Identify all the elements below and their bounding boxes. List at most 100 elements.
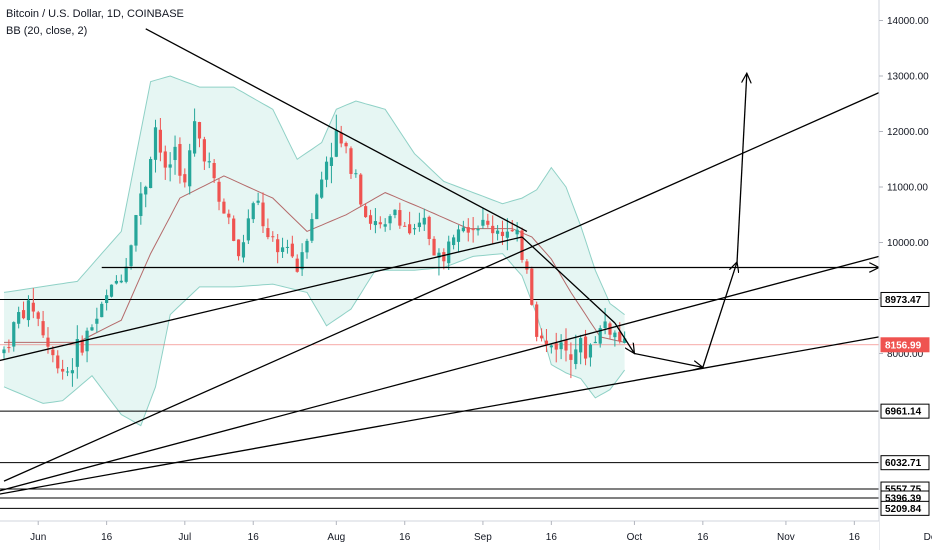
candle-body [12, 322, 16, 347]
candle-body [559, 342, 563, 350]
candle-body [535, 304, 539, 337]
candle-body [285, 246, 290, 248]
candle-body [432, 238, 436, 256]
candle-body [95, 318, 99, 324]
price-label-text: 8973.47 [885, 295, 922, 306]
candle-body [574, 349, 578, 365]
price-label-text: 5557.75 [885, 485, 922, 496]
candle-body [236, 239, 241, 257]
candle-body [486, 220, 490, 225]
candle-body [520, 230, 524, 260]
candle-body [442, 252, 446, 262]
candle-body [202, 139, 206, 162]
candle-body [80, 340, 84, 353]
candle-body [383, 224, 387, 227]
candle-body [261, 202, 265, 227]
candle-body [554, 343, 558, 350]
candle-body [26, 300, 31, 321]
candle-body [393, 209, 397, 216]
candle-body [598, 328, 602, 344]
candle-body [408, 224, 412, 234]
candle-body [241, 242, 246, 258]
candle-body [280, 247, 285, 252]
y-tick-label: 8000.00 [887, 349, 924, 360]
candle-body [183, 174, 187, 183]
candle-body [100, 303, 104, 318]
candle-body [2, 349, 6, 354]
time-axis-bg [0, 521, 879, 550]
candle-body [530, 268, 534, 305]
price-axis[interactable]: 8000.009000.0010000.0011000.0012000.0013… [878, 0, 932, 550]
candle-body [623, 338, 627, 343]
trendline-9 [702, 262, 737, 368]
candle-body [139, 193, 143, 217]
time-axis[interactable]: Jun 16 Jul 16 Aug 16 Sep 16 Oct 16 Nov 16 Dec [0, 520, 932, 550]
candle-body [129, 245, 133, 267]
bollinger-bands [3, 75, 626, 427]
indicator-label: BB (20, close, 2) [6, 25, 88, 37]
price-label-text: 8156.99 [885, 340, 922, 351]
price-label-text: 6032.71 [885, 458, 922, 469]
candle-body [149, 158, 153, 189]
candle-body [300, 252, 304, 270]
candle-body [90, 327, 94, 331]
candle-body [373, 221, 378, 226]
x-tick-label: Oct [627, 532, 643, 543]
x-tick-label: Jun [30, 532, 46, 543]
y-tick-label: 10000.00 [887, 238, 929, 249]
symbol-title: Bitcoin / U.S. Dollar, 1D, COINBASE [6, 8, 184, 20]
candle-body [163, 151, 167, 168]
candle-body [491, 225, 495, 234]
candle-body [105, 295, 109, 304]
candle-body [17, 312, 21, 324]
candle-body [256, 200, 260, 203]
candle-body [168, 164, 172, 168]
trendline-7 [614, 322, 635, 354]
x-tick-label: Sep [474, 532, 492, 543]
candle-body [344, 142, 348, 147]
candle-body [41, 321, 45, 336]
candle-body [569, 354, 573, 360]
candle-body [588, 344, 593, 358]
trendline-3 [0, 336, 880, 495]
candle-body [368, 215, 373, 224]
candle-body [456, 229, 461, 242]
trendline-5 [145, 28, 528, 232]
candle-body [403, 225, 407, 227]
price-label-box [880, 403, 930, 419]
bb-upper-line [3, 75, 625, 316]
trendline-2 [0, 255, 880, 492]
candle-body [61, 368, 65, 372]
candle-body [539, 335, 544, 339]
candle-body [295, 258, 299, 272]
candle-body [70, 370, 75, 374]
candle-body [437, 252, 441, 258]
x-tick-label: Jul [178, 532, 191, 543]
candle-body [85, 330, 89, 352]
candle-body [608, 323, 612, 335]
price-label-text: 6961.14 [885, 407, 922, 418]
candle-body [505, 231, 509, 238]
price-label-box [880, 455, 930, 471]
candle-body [564, 339, 568, 351]
candle-body [412, 228, 417, 230]
x-tick-label: 16 [697, 532, 709, 543]
candle-body [579, 338, 583, 353]
candle-body [378, 222, 382, 225]
price-label-text: 5396.39 [885, 494, 922, 505]
trendline-6 [521, 236, 616, 324]
candle-body [339, 132, 343, 144]
candle-body [305, 240, 309, 253]
candle-body [349, 148, 353, 174]
candle-body [212, 162, 216, 179]
candle-body [354, 173, 358, 175]
horizontal-levels [0, 298, 879, 509]
candle-body [500, 231, 505, 237]
candle-body [515, 229, 519, 235]
candle-body [334, 130, 338, 157]
x-tick-label: Dec [924, 532, 932, 543]
x-tick-label: Aug [327, 532, 345, 543]
candle-body [276, 239, 280, 253]
candle-body [525, 261, 529, 270]
